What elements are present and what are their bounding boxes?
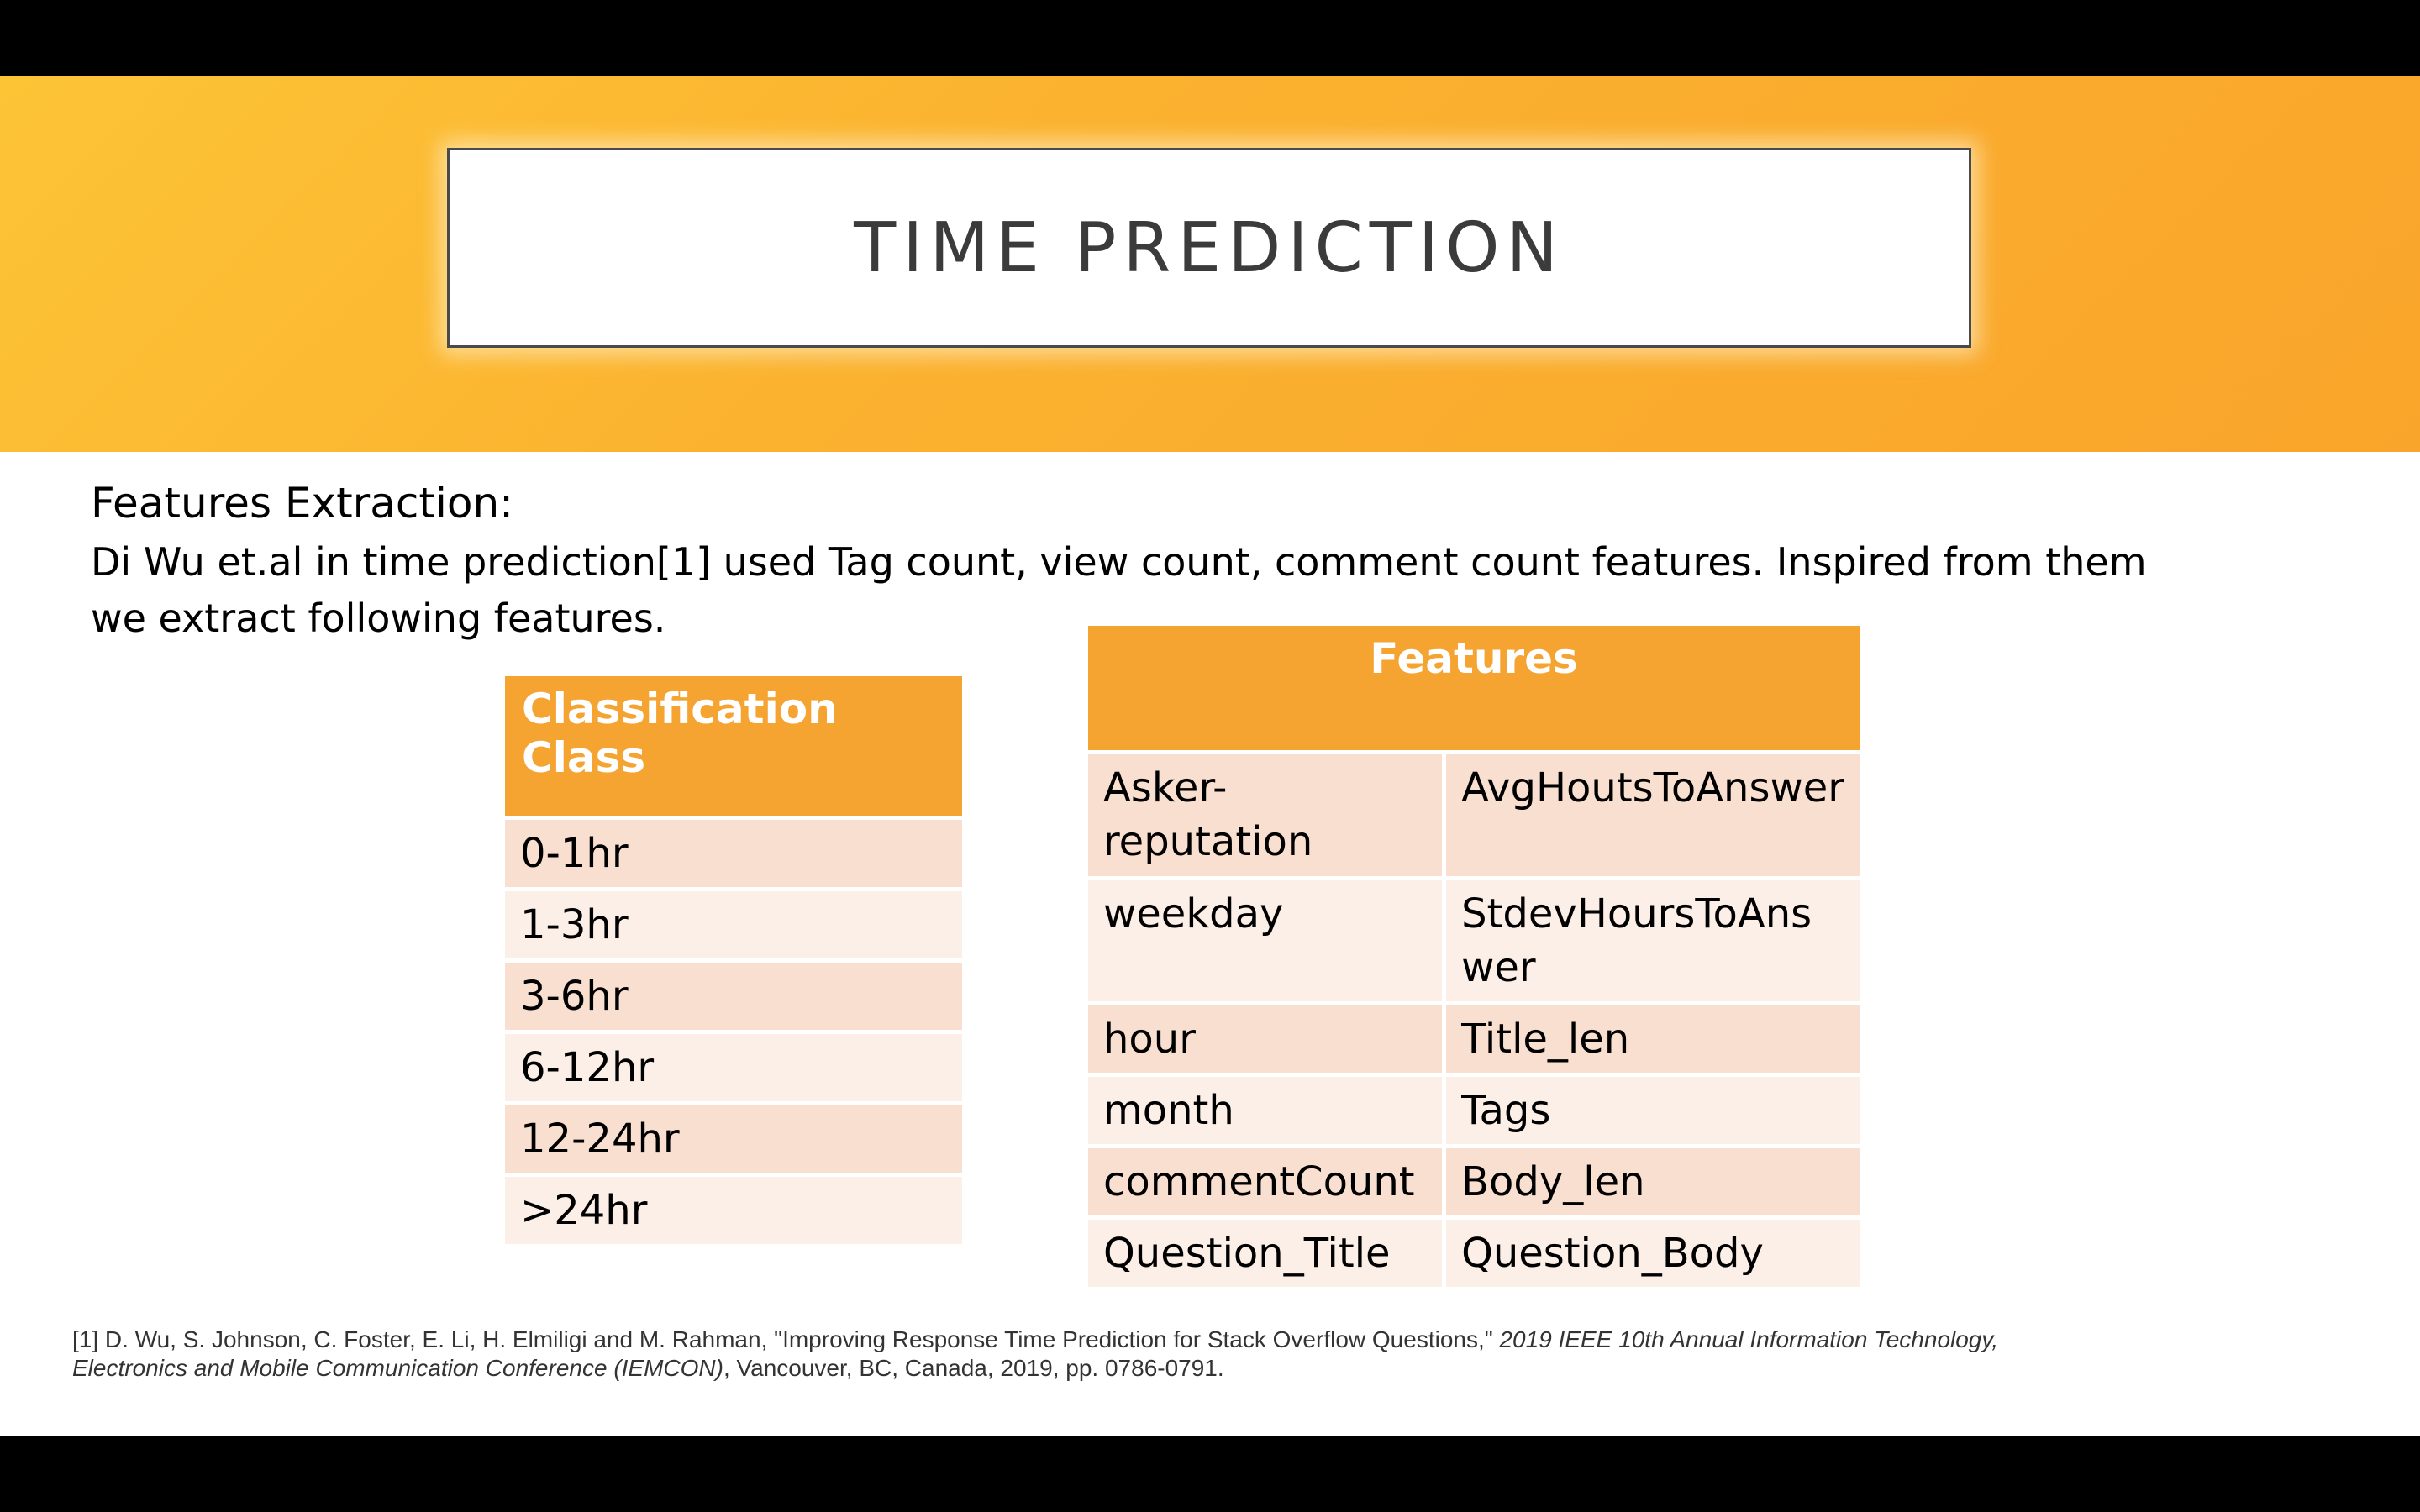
table-cell: weekday [1083, 876, 1447, 1005]
table-row: 0-1hr [501, 816, 966, 891]
letterbox-bottom [0, 1436, 2420, 1512]
body-paragraph: Di Wu et.al in time prediction[1] used T… [91, 539, 2147, 641]
section-heading: Features Extraction: [91, 479, 513, 528]
table-cell: Title_len [1442, 1001, 1864, 1077]
table-row: 1-3hr [501, 887, 966, 963]
table-cell: Question_Body [1442, 1215, 1864, 1291]
table-cell: AvgHoutsToAnswer [1442, 750, 1864, 880]
classification-class-table: Classification Class 0-1hr 1-3hr 3-6hr 6… [501, 672, 966, 1248]
table-cell: 12-24hr [501, 1101, 966, 1177]
slide-title: TIME PREDICTION [854, 207, 1565, 288]
table-cell: StdevHoursToAnswer [1442, 876, 1864, 1005]
table-cell: 3-6hr [501, 958, 966, 1034]
letterbox-top [0, 0, 2420, 76]
features-header: Features [1084, 622, 1864, 754]
classification-class-header: Classification Class [501, 672, 966, 820]
table-cell: Body_len [1442, 1144, 1864, 1220]
table-row: Asker-reputation AvgHoutsToAnswer [1083, 750, 1864, 880]
table-cell: month [1083, 1073, 1447, 1148]
table-cell: 1-3hr [501, 887, 966, 963]
footnote-suffix: , Vancouver, BC, Canada, 2019, pp. 0786-… [723, 1355, 1224, 1381]
reference-footnote: [1] D. Wu, S. Johnson, C. Foster, E. Li,… [72, 1326, 2089, 1383]
table-row: Question_Title Question_Body [1083, 1215, 1864, 1291]
table-cell: commentCount [1083, 1144, 1447, 1220]
table-cell: >24hr [501, 1173, 966, 1248]
features-table: Features Asker-reputation AvgHoutsToAnsw… [1083, 622, 1864, 1291]
footnote-venue: 2019 IEEE 10th Annual Information Techno… [72, 1326, 1999, 1381]
title-box: TIME PREDICTION [447, 148, 1971, 348]
table-row: commentCount Body_len [1083, 1144, 1864, 1220]
table-cell: Tags [1442, 1073, 1864, 1148]
table-row: month Tags [1083, 1073, 1864, 1148]
table-cell: 0-1hr [501, 816, 966, 891]
table-row: 3-6hr [501, 958, 966, 1034]
table-row: hour Title_len [1083, 1001, 1864, 1077]
table-row: 6-12hr [501, 1030, 966, 1105]
table-cell: 6-12hr [501, 1030, 966, 1105]
table-cell: hour [1083, 1001, 1447, 1077]
table-row: 12-24hr [501, 1101, 966, 1177]
table-row: >24hr [501, 1173, 966, 1248]
table-cell: Asker-reputation [1083, 750, 1447, 880]
footnote-prefix: [1] D. Wu, S. Johnson, C. Foster, E. Li,… [72, 1326, 1500, 1352]
table-cell: Question_Title [1083, 1215, 1447, 1291]
slide: TIME PREDICTION Features Extraction: Di … [0, 76, 2420, 1436]
table-row: weekday StdevHoursToAnswer [1083, 876, 1864, 1005]
